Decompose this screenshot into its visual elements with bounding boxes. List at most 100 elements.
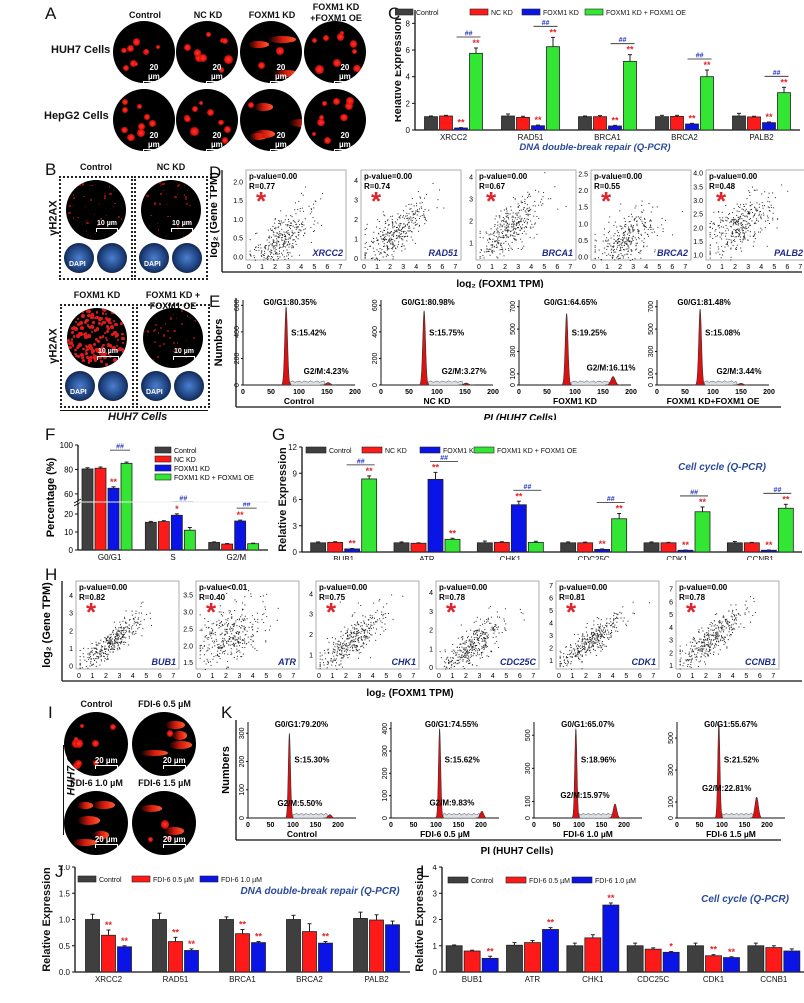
gh2ax-focus xyxy=(103,195,106,197)
comet-nucleus xyxy=(72,839,98,846)
svg-text:S:15.62%: S:15.62% xyxy=(445,755,480,764)
svg-text:50: 50 xyxy=(405,389,413,396)
svg-text:100: 100 xyxy=(510,368,517,380)
gh2ax-focus xyxy=(118,186,120,188)
gh2ax-focus xyxy=(87,359,91,362)
scale-bar-line xyxy=(205,149,229,151)
svg-text:4: 4 xyxy=(354,178,358,185)
svg-text:**: ** xyxy=(472,38,480,48)
cell-nucleus xyxy=(333,59,341,68)
panel-j-fdi6-dna-repair-bar-chart: 0.00.51.01.52.0****XRCC2****RAD51****BRC… xyxy=(41,865,410,984)
svg-text:6: 6 xyxy=(670,264,674,271)
comet-nucleus xyxy=(254,103,274,112)
gh2ax-focus xyxy=(106,339,109,342)
svg-text:1: 1 xyxy=(451,673,455,680)
cell-nucleus xyxy=(190,127,199,136)
svg-text:2: 2 xyxy=(503,264,507,271)
bar xyxy=(685,123,699,131)
gh2ax-focus xyxy=(69,317,74,322)
cell-nucleus xyxy=(276,47,284,55)
gh2ax-focus xyxy=(99,317,103,321)
scale-bar-label: 20 µm xyxy=(148,131,160,150)
cell-nucleus xyxy=(167,836,172,841)
microscopy-image: 20 µm xyxy=(64,791,128,855)
gh2ax-focus xyxy=(67,342,71,346)
bar xyxy=(393,542,410,553)
svg-text:300: 300 xyxy=(239,727,246,739)
svg-text:200: 200 xyxy=(487,389,499,396)
bar xyxy=(286,919,301,973)
cell-nucleus xyxy=(248,102,254,108)
gh2ax-focus xyxy=(73,194,75,196)
svg-text:XRCC2: XRCC2 xyxy=(311,248,343,258)
svg-text:1.0: 1.0 xyxy=(693,253,703,260)
gh2ax-focus xyxy=(151,185,153,188)
bar xyxy=(602,904,620,973)
svg-text:G0/G1:79.20%: G0/G1:79.20% xyxy=(275,720,328,729)
gh2ax-focus xyxy=(186,315,189,317)
bar xyxy=(219,919,234,973)
gh2ax-focus xyxy=(117,309,121,313)
gh2ax-focus xyxy=(102,352,107,357)
svg-text:6: 6 xyxy=(555,264,559,271)
svg-text:100: 100 xyxy=(239,784,246,796)
svg-text:R=0.48: R=0.48 xyxy=(709,182,736,191)
microscopy-image: 20 µm xyxy=(176,21,238,83)
gh2ax-focus xyxy=(113,320,116,323)
svg-text:700: 700 xyxy=(510,301,517,313)
column-header: FOXM1 KD xyxy=(248,10,296,20)
svg-text:0: 0 xyxy=(293,548,298,557)
svg-text:1: 1 xyxy=(211,673,215,680)
gh2ax-focus xyxy=(170,317,173,320)
panel-e-flow-cytometry: 0 200 400 600 0 50 100 150 200 G0/G1:80.35% S:15.4… xyxy=(213,298,781,420)
gh2ax-focus xyxy=(95,315,100,320)
bar xyxy=(476,542,493,553)
svg-text:2: 2 xyxy=(549,646,553,653)
scale-bar-label: 20 µm xyxy=(211,131,223,150)
gh2ax-focus xyxy=(118,347,122,351)
scale-bar-line xyxy=(162,843,186,848)
histogram-1: 0 100 200 300 400 0 50 100 150 200 G0/G1:74.55% S:1… xyxy=(382,720,499,839)
svg-text:**: ** xyxy=(432,462,440,472)
gh2ax-focus xyxy=(177,183,180,186)
svg-text:NC KD: NC KD xyxy=(174,457,196,464)
svg-text:100: 100 xyxy=(648,368,655,380)
scale-bar-line xyxy=(94,843,118,848)
comet-nucleus xyxy=(77,801,94,810)
svg-text:FDI-6 0.5 µM: FDI-6 0.5 µM xyxy=(420,829,470,839)
svg-text:100: 100 xyxy=(293,389,305,396)
svg-text:3: 3 xyxy=(717,673,721,680)
svg-text:G2/M:3.44%: G2/M:3.44% xyxy=(717,367,762,376)
row-label-gh2ax: γH2AX xyxy=(47,328,60,364)
panel-label-e: E xyxy=(209,292,221,311)
gh2ax-focus xyxy=(108,321,111,325)
panel-c-dna-repair-bar-chart: 02468****##XRCC2****##RAD51****##BRCA1**… xyxy=(395,8,800,153)
svg-text:50: 50 xyxy=(267,822,275,829)
svg-text:FOXM1 KD + FOXM1 OE: FOXM1 KD + FOXM1 OE xyxy=(497,448,577,455)
gh2ax-focus xyxy=(79,332,84,336)
cell-nucleus xyxy=(321,101,327,106)
svg-text:0: 0 xyxy=(389,822,393,829)
cell-nucleus xyxy=(122,65,129,72)
scale-bar-line xyxy=(269,149,293,151)
bar xyxy=(777,507,794,553)
svg-text:*: * xyxy=(446,597,457,627)
cell-nucleus xyxy=(312,132,317,137)
condition-title: FDI-6 1.5 µM xyxy=(138,778,191,788)
dapi-image: DAPI xyxy=(139,243,169,273)
svg-text:Control: Control xyxy=(284,396,314,406)
svg-text:7: 7 xyxy=(669,587,673,594)
bar xyxy=(361,478,378,553)
cell-nucleus xyxy=(136,129,145,137)
gh2ax-focus xyxy=(154,329,157,331)
svg-text:0: 0 xyxy=(592,264,596,271)
svg-text:200: 200 xyxy=(239,756,246,768)
gh2ax-focus xyxy=(120,355,123,358)
svg-text:##: ## xyxy=(619,37,627,44)
svg-text:2: 2 xyxy=(344,673,348,680)
scale-bar: 10 µm xyxy=(171,220,193,232)
svg-text:0: 0 xyxy=(247,264,251,271)
cell-nucleus xyxy=(345,101,354,110)
